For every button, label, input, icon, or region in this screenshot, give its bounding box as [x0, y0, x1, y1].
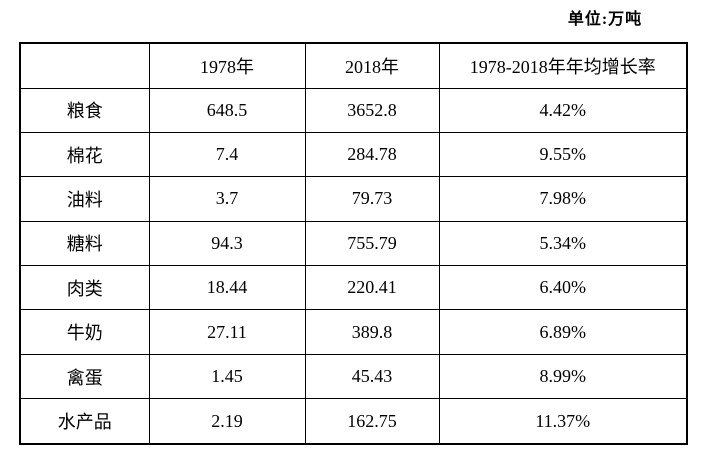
cell-1978: 94.3: [148, 220, 306, 267]
cell-2018: 45.43: [304, 353, 440, 400]
cell-growth: 6.40%: [438, 265, 688, 311]
cell-2018: 3652.8: [304, 87, 440, 133]
table-row: 糖料 94.3 755.79 5.34%: [19, 220, 688, 267]
row-label: 油料: [19, 176, 150, 222]
row-label: 棉花: [19, 131, 150, 178]
statistics-table: 1978年 2018年 1978-2018年年均增长率 粮食 648.5 365…: [19, 42, 688, 445]
cell-1978: 1.45: [148, 353, 306, 400]
cell-1978: 3.7: [148, 176, 306, 222]
column-header-blank: [19, 42, 150, 89]
row-label: 禽蛋: [19, 353, 150, 400]
row-label: 牛奶: [19, 309, 150, 355]
cell-growth: 6.89%: [438, 309, 688, 355]
cell-1978: 648.5: [148, 87, 306, 133]
cell-2018: 284.78: [304, 131, 440, 178]
cell-growth: 9.55%: [438, 131, 688, 178]
cell-2018: 220.41: [304, 265, 440, 311]
table-row: 牛奶 27.11 389.8 6.89%: [19, 309, 688, 355]
table-row: 水产品 2.19 162.75 11.37%: [19, 398, 688, 445]
row-label: 糖料: [19, 220, 150, 267]
column-header-1978: 1978年: [148, 42, 306, 89]
table-row: 油料 3.7 79.73 7.98%: [19, 176, 688, 222]
table-row: 肉类 18.44 220.41 6.40%: [19, 265, 688, 311]
cell-1978: 18.44: [148, 265, 306, 311]
cell-growth: 11.37%: [438, 398, 688, 445]
column-header-2018: 2018年: [304, 42, 440, 89]
cell-growth: 4.42%: [438, 87, 688, 133]
cell-2018: 755.79: [304, 220, 440, 267]
header-row: 1978年 2018年 1978-2018年年均增长率: [19, 42, 688, 89]
cell-2018: 162.75: [304, 398, 440, 445]
row-label: 肉类: [19, 265, 150, 311]
table-row: 禽蛋 1.45 45.43 8.99%: [19, 353, 688, 400]
cell-1978: 2.19: [148, 398, 306, 445]
unit-label: 单位:万吨: [567, 11, 643, 28]
row-label: 粮食: [19, 87, 150, 133]
cell-1978: 27.11: [148, 309, 306, 355]
cell-1978: 7.4: [148, 131, 306, 178]
cell-2018: 389.8: [304, 309, 440, 355]
cell-growth: 7.98%: [438, 176, 688, 222]
cell-growth: 8.99%: [438, 353, 688, 400]
cell-2018: 79.73: [304, 176, 440, 222]
table-row: 粮食 648.5 3652.8 4.42%: [19, 87, 688, 133]
cell-growth: 5.34%: [438, 220, 688, 267]
row-label: 水产品: [19, 398, 150, 445]
table-row: 棉花 7.4 284.78 9.55%: [19, 131, 688, 178]
column-header-growth: 1978-2018年年均增长率: [438, 42, 688, 89]
